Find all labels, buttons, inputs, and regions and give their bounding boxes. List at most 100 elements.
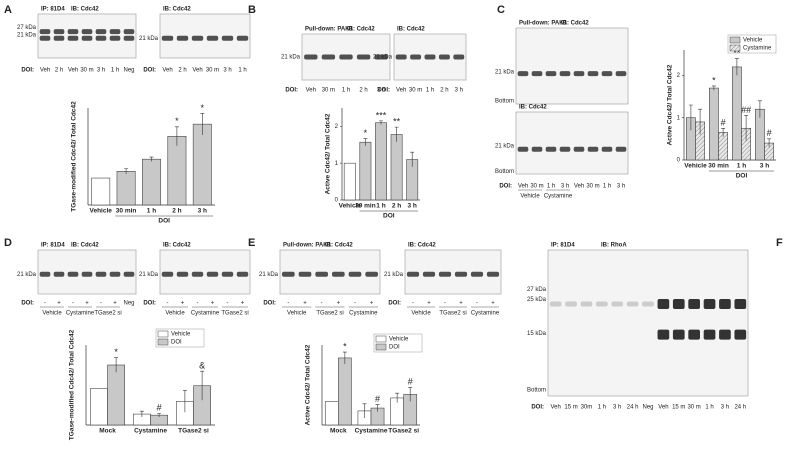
mw-marker: Bottom (495, 99, 514, 105)
mw-marker: 21 kDa (281, 55, 301, 61)
x-tick-label: TGase2 si (178, 428, 209, 435)
mw-marker: Bottom (495, 169, 514, 175)
protein-band (587, 146, 599, 152)
protein-band (559, 146, 571, 152)
group-label: DOI (158, 218, 170, 225)
protein-band (339, 54, 353, 60)
protein-band (39, 29, 51, 35)
lane-label: 2 h (178, 68, 186, 74)
lane-label: 30 m (687, 405, 700, 411)
error-bar (757, 100, 762, 118)
lane-prefix: DOI: (499, 184, 512, 190)
mw-marker: 21 kDa (384, 272, 404, 278)
blot-header: IB: Cdc42 (325, 243, 353, 249)
legend-label: DOI (389, 345, 400, 351)
lane-prefix: DOI: (531, 405, 544, 411)
lane-prefix: DOI: (143, 301, 156, 307)
lane-label: 30 m (530, 184, 543, 190)
protein-band (95, 271, 107, 277)
protein-band (580, 301, 593, 307)
significance-mark: ## (741, 105, 751, 115)
protein-band (81, 35, 93, 41)
x-tick-label: 1 h (376, 203, 385, 210)
error-bar (375, 404, 380, 412)
panel-letter: D (4, 237, 12, 249)
lane-label: - (197, 301, 199, 307)
lane-label: - (412, 301, 414, 307)
protein-band (176, 271, 189, 277)
panel-letter: B (248, 4, 256, 16)
significance-mark: * (712, 75, 716, 85)
lane-label: Veh (518, 184, 528, 190)
lane-prefix: DOI: (388, 301, 401, 307)
lane-label: Veh (162, 68, 172, 74)
lane-label: Veh (40, 68, 50, 74)
protein-band (67, 29, 79, 35)
error-bar (149, 156, 154, 162)
blot-header: Pull-down: PAK1 (283, 243, 332, 249)
legend-swatch (375, 335, 387, 343)
protein-band (95, 29, 107, 35)
lane-label: 30 m (206, 68, 219, 74)
blot-header: IB: Cdc42 (408, 243, 436, 249)
lane-label: - (44, 301, 46, 307)
blot-header: IB: Cdc42 (163, 7, 191, 13)
x-tick-label: Mock (99, 428, 116, 435)
lane-label: - (72, 301, 74, 307)
legend-swatch (729, 44, 741, 52)
protein-band (573, 146, 585, 152)
error-bar (114, 357, 119, 373)
legend-label: Vehicle (389, 337, 409, 343)
lane-label: - (167, 301, 169, 307)
western-blot: IB: Cdc42 21 kDa DOI: - + - + - + Vehicle Cystamin… (139, 243, 251, 317)
mw-marker: 27 kDa (17, 25, 37, 31)
legend-box (155, 328, 205, 348)
bar (390, 134, 403, 201)
protein-band (109, 29, 121, 35)
x-tick-label: Mock (330, 428, 347, 435)
lane-label: - (321, 301, 323, 307)
lane-label: + (113, 301, 117, 307)
protein-band (123, 271, 135, 277)
error-bar (698, 108, 703, 135)
significance-mark: * (201, 103, 205, 113)
western-blot: IP: 81D4 IB: RhoA 27 kDa 25 kDa 15 kDa Bottom… (527, 243, 749, 411)
protein-band (703, 299, 716, 310)
blot-header: IB: Cdc42 (397, 27, 425, 33)
y-axis-label: Active Cdc42/ Total Cdc42 (325, 113, 332, 194)
y-axis-label: Active Cdc42/ Total Cdc42 (305, 344, 312, 425)
lane-prefix: DOI: (263, 301, 276, 307)
legend-swatch (375, 343, 387, 351)
lane-label: + (303, 301, 307, 307)
protein-band (348, 271, 362, 277)
error-bar (408, 387, 413, 402)
bar (359, 141, 372, 201)
group-label: Cystamine (66, 311, 95, 317)
lane-label: + (337, 301, 341, 307)
x-tick-label: 2 h (172, 208, 181, 215)
protein-band (596, 301, 608, 307)
group-label: Vehicle (165, 311, 185, 317)
protein-band (615, 71, 627, 77)
error-bar (688, 104, 693, 131)
error-bar (124, 168, 129, 175)
lane-label: 1 h (426, 88, 434, 94)
protein-band (123, 35, 135, 41)
lane-label: 2 h (55, 68, 63, 74)
protein-band (176, 35, 189, 41)
lane-label: + (211, 301, 215, 307)
lane-label: 1 h (705, 405, 713, 411)
protein-band (703, 329, 716, 340)
x-tick-label: Vehicle (684, 163, 707, 170)
lane-label: + (181, 301, 185, 307)
x-tick-label: 30 min (708, 163, 729, 170)
significance-mark: *** (376, 110, 387, 120)
blot-header: IB: Cdc42 (163, 243, 191, 249)
group-label: TGase2 si (94, 311, 121, 317)
lane-label: 1 h (598, 405, 606, 411)
protein-band (517, 71, 529, 77)
protein-band (587, 71, 599, 77)
y-tick-label: 1 (677, 115, 681, 121)
error-bar (174, 126, 179, 146)
